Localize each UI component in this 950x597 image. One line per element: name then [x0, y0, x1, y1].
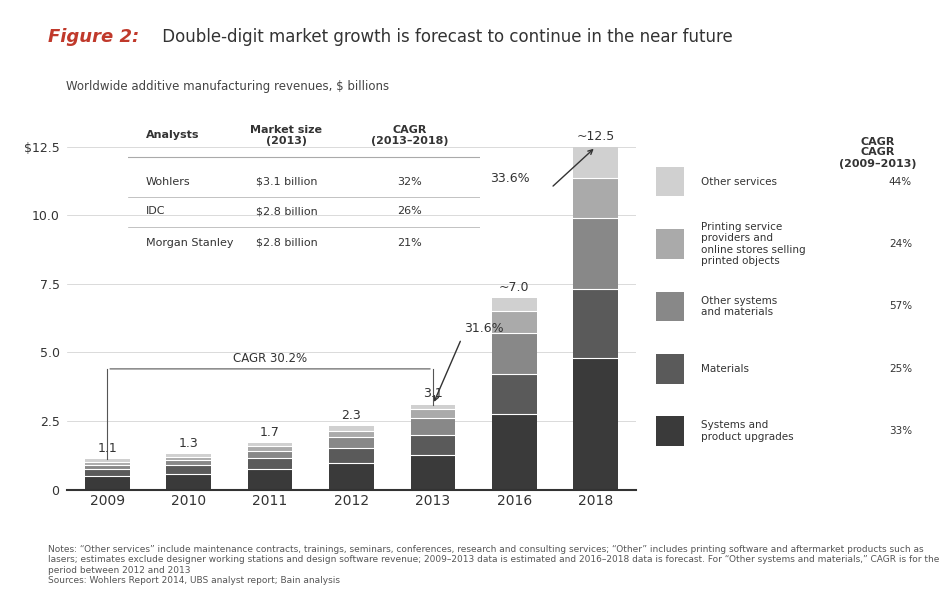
- Bar: [248, 443, 293, 446]
- Bar: [166, 454, 211, 457]
- FancyBboxPatch shape: [656, 229, 684, 259]
- Text: 2.3: 2.3: [342, 410, 361, 422]
- Bar: [492, 333, 537, 374]
- Text: 1.3: 1.3: [179, 437, 199, 450]
- Text: CAGR
(2013–2018): CAGR (2013–2018): [370, 125, 448, 146]
- Bar: [166, 457, 211, 460]
- Text: Double-digit market growth is forecast to continue in the near future: Double-digit market growth is forecast t…: [157, 28, 732, 46]
- Bar: [248, 451, 293, 458]
- Text: 31.6%: 31.6%: [464, 322, 504, 335]
- Bar: [574, 218, 618, 290]
- Bar: [85, 469, 129, 476]
- Bar: [492, 374, 537, 414]
- Text: Other systems
and materials: Other systems and materials: [701, 296, 777, 317]
- FancyBboxPatch shape: [656, 354, 684, 384]
- Text: 32%: 32%: [397, 177, 422, 187]
- Bar: [166, 466, 211, 473]
- Text: ~12.5: ~12.5: [577, 130, 615, 143]
- Bar: [410, 409, 455, 418]
- Text: $3.1 billion: $3.1 billion: [256, 177, 317, 187]
- Text: Systems and
product upgrades: Systems and product upgrades: [701, 420, 794, 442]
- Bar: [574, 147, 618, 179]
- Bar: [410, 435, 455, 456]
- Bar: [492, 414, 537, 490]
- Bar: [329, 448, 374, 463]
- Bar: [248, 469, 293, 490]
- Bar: [574, 290, 618, 358]
- Bar: [329, 438, 374, 448]
- Bar: [492, 311, 537, 333]
- Bar: [329, 426, 374, 430]
- Text: IDC: IDC: [146, 207, 165, 217]
- Text: 1.1: 1.1: [97, 442, 117, 456]
- Text: 33.6%: 33.6%: [490, 172, 530, 185]
- Text: Market size
(2013): Market size (2013): [251, 125, 322, 146]
- Bar: [85, 461, 129, 465]
- Bar: [85, 476, 129, 490]
- Text: 24%: 24%: [889, 239, 912, 249]
- Text: 21%: 21%: [397, 238, 422, 248]
- Bar: [85, 459, 129, 461]
- FancyBboxPatch shape: [656, 417, 684, 446]
- Bar: [248, 446, 293, 451]
- Bar: [329, 430, 374, 438]
- Bar: [166, 473, 211, 490]
- Bar: [574, 179, 618, 218]
- Text: CAGR: CAGR: [861, 137, 895, 147]
- Text: CAGR
(2009–2013): CAGR (2009–2013): [839, 147, 917, 169]
- Text: Notes: “Other services” include maintenance contracts, trainings, seminars, conf: Notes: “Other services” include maintena…: [48, 545, 939, 585]
- FancyBboxPatch shape: [656, 167, 684, 196]
- Bar: [492, 298, 537, 311]
- Text: 3.1: 3.1: [423, 387, 443, 401]
- Bar: [410, 405, 455, 409]
- Bar: [410, 456, 455, 490]
- Text: Materials: Materials: [701, 364, 750, 374]
- Text: 44%: 44%: [889, 177, 912, 187]
- FancyBboxPatch shape: [656, 292, 684, 321]
- Bar: [410, 418, 455, 435]
- Text: $2.8 billion: $2.8 billion: [256, 238, 317, 248]
- Text: ~7.0: ~7.0: [499, 281, 529, 294]
- Bar: [166, 460, 211, 466]
- Text: Wohlers: Wohlers: [146, 177, 190, 187]
- Text: Printing service
providers and
online stores selling
printed objects: Printing service providers and online st…: [701, 221, 806, 266]
- Bar: [85, 465, 129, 469]
- Bar: [329, 463, 374, 490]
- Text: 57%: 57%: [889, 301, 912, 312]
- Text: 26%: 26%: [397, 207, 422, 217]
- Text: Morgan Stanley: Morgan Stanley: [146, 238, 234, 248]
- Bar: [248, 458, 293, 469]
- Text: CAGR 30.2%: CAGR 30.2%: [233, 352, 307, 365]
- Text: 25%: 25%: [889, 364, 912, 374]
- Text: Figure 2:: Figure 2:: [48, 28, 139, 46]
- Text: 1.7: 1.7: [260, 426, 280, 439]
- Text: Other services: Other services: [701, 177, 777, 187]
- Text: $2.8 billion: $2.8 billion: [256, 207, 317, 217]
- Text: Worldwide additive manufacturing revenues, $ billions: Worldwide additive manufacturing revenue…: [66, 79, 389, 93]
- Text: 33%: 33%: [889, 426, 912, 436]
- Bar: [574, 358, 618, 490]
- Text: Analysts: Analysts: [146, 130, 200, 140]
